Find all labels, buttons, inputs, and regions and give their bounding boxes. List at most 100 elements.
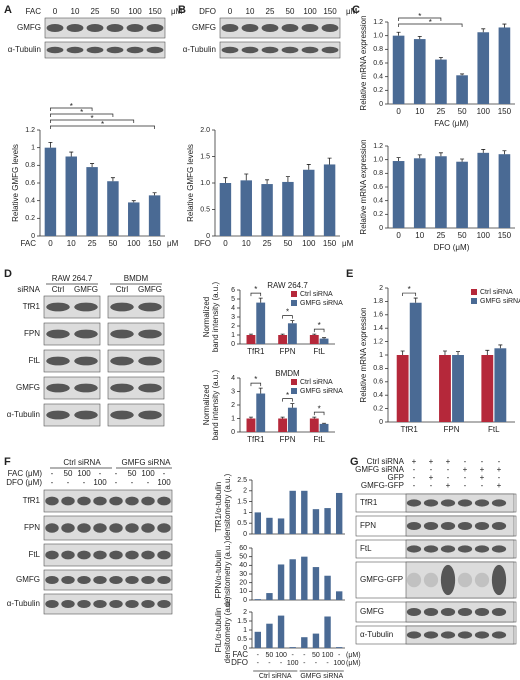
x-tick-label: 0: [48, 239, 53, 248]
y-tick-label: 1.6: [373, 312, 383, 319]
y-tick-label: 1.5: [237, 618, 247, 625]
bar: [246, 335, 256, 344]
error-bar: [481, 28, 486, 33]
blot-band: [146, 24, 164, 32]
error-bar: [131, 200, 136, 203]
condition-label: DFO (μM): [6, 478, 42, 487]
blot-band: [74, 383, 98, 393]
group-label: GMFG siRNA: [300, 673, 343, 680]
blot-band: [241, 24, 259, 32]
bar: [266, 517, 273, 534]
y-tick-label: 1.2: [373, 338, 383, 345]
blot-band: [125, 496, 139, 506]
error-bar: [396, 157, 401, 162]
legend-swatch: [291, 379, 297, 385]
blot-band: [141, 576, 155, 584]
y-tick-label: 2: [231, 402, 235, 409]
error-bar: [290, 403, 295, 408]
lane-label: 0: [53, 7, 58, 16]
row-label: GMFG: [16, 575, 40, 584]
blot-band: [141, 496, 155, 506]
blot-band: [106, 46, 124, 54]
bar: [246, 418, 256, 432]
cell-label: RAW 264.7: [52, 274, 93, 283]
y-tick-label: 0.5: [237, 636, 247, 643]
y-tick-label: 0.4: [373, 74, 383, 81]
blot-unit: μM: [171, 7, 183, 16]
blot-band: [440, 545, 456, 553]
blot-band: [77, 550, 91, 560]
blot-band: [261, 24, 279, 32]
y-tick-label: 0.8: [25, 162, 35, 169]
y-tick-label: 4: [231, 375, 235, 382]
blot-band: [440, 608, 456, 616]
y-tick-label: 0.5: [200, 206, 210, 213]
significance: *: [254, 375, 257, 384]
y-tick-label: 1: [31, 145, 35, 152]
blot-band: [221, 24, 239, 32]
bar: [309, 335, 319, 344]
blot-unit: μM: [346, 7, 358, 16]
x-tick-label: 100: [477, 107, 491, 116]
row-label: GMFG: [360, 607, 384, 616]
condition-value: +: [429, 457, 434, 466]
condition-value: -: [413, 465, 416, 474]
bar: [128, 202, 140, 236]
condition-value: -: [51, 478, 54, 487]
blot-band: [423, 572, 439, 588]
blot-band: [109, 576, 123, 584]
significance: *: [101, 120, 104, 129]
blot: [43, 295, 101, 319]
y-axis-label: Relative mRNA expression: [359, 307, 368, 402]
blot: [43, 489, 173, 513]
blot-band: [86, 24, 104, 32]
row-label: GMFG: [17, 23, 41, 32]
bracket: [50, 107, 93, 111]
x-tick-label: 25: [436, 107, 445, 116]
y-tick-label: 0: [379, 101, 383, 108]
x-tick-label: 150: [148, 239, 162, 248]
x-tick-label: 50: [458, 231, 467, 240]
x-tick-label: 10: [67, 239, 76, 248]
legend-label: GMFG siRNA: [300, 300, 343, 307]
condition-value: -: [115, 469, 118, 478]
lane-label: 100: [303, 7, 317, 16]
bar: [413, 39, 426, 105]
y-tick-label: 1.8: [373, 298, 383, 305]
y-axis-label: densitometry (a.u.): [223, 473, 232, 540]
y-tick-label: 0.2: [373, 211, 383, 218]
y-tick-label: 0: [379, 225, 383, 232]
x-tick-label: 10: [415, 107, 424, 116]
error-bar: [248, 333, 253, 335]
error-bar: [48, 141, 53, 148]
condition-value: +: [412, 457, 417, 466]
x-tick-label: 10: [415, 231, 424, 240]
error-bar: [290, 320, 295, 324]
lane-label: 150: [323, 7, 337, 16]
bar: [148, 195, 161, 236]
x-tick-label: FPN: [280, 435, 296, 444]
blot: [44, 17, 166, 39]
blot: [43, 543, 173, 567]
x-tick-label: 150: [323, 239, 337, 248]
blot-band: [474, 608, 490, 616]
y-tick-label: 3: [231, 314, 235, 321]
blot-band: [138, 302, 162, 312]
bar: [312, 567, 320, 600]
error-bar: [280, 333, 285, 335]
blot-band: [423, 608, 439, 616]
blot-band: [61, 576, 75, 584]
y-tick-label: 0.8: [373, 170, 383, 177]
y-axis-label: Relative mRNA expression: [359, 15, 368, 110]
bar: [266, 623, 273, 648]
row-label: α-Tubulin: [7, 599, 40, 608]
error-bar: [90, 163, 95, 168]
row-label: GMFG-GFP: [360, 575, 403, 584]
bar: [456, 161, 468, 228]
condition-value: +: [429, 473, 434, 482]
legend-label: Ctrl siRNA: [300, 291, 333, 298]
blot-band: [406, 572, 422, 588]
x-tick-label: 0: [396, 231, 401, 240]
bar: [289, 647, 296, 648]
blot-band: [141, 600, 155, 608]
